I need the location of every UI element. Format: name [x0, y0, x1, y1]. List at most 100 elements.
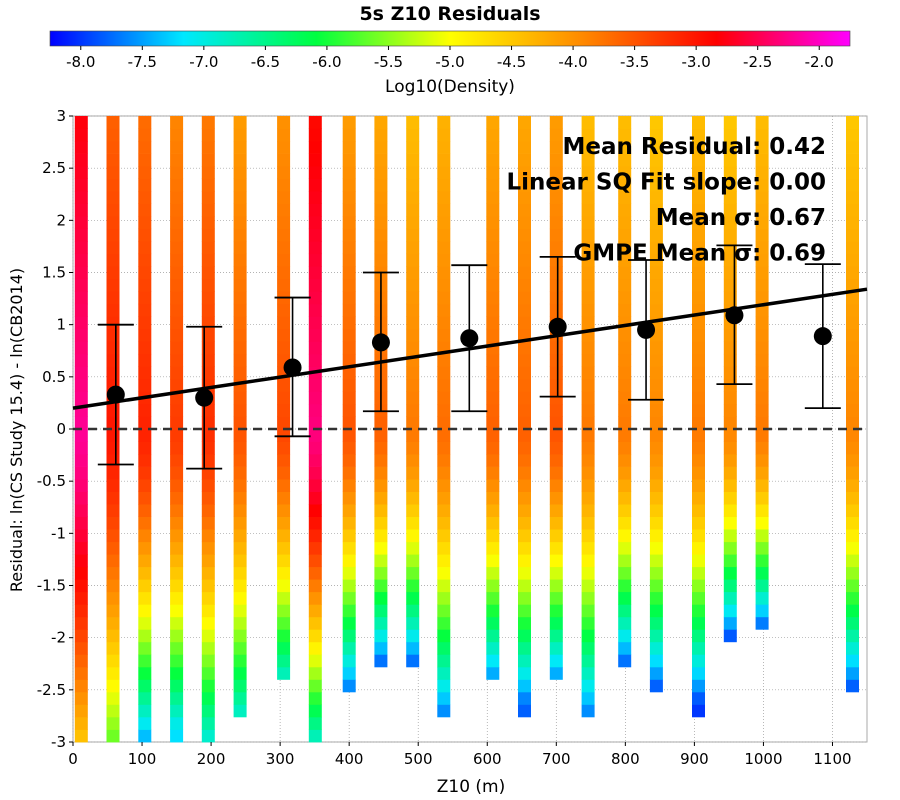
- density-cell: [406, 554, 420, 568]
- density-cell: [846, 178, 859, 192]
- chart-title: 5s Z10 Residuals: [359, 3, 540, 25]
- density-cell: [723, 579, 737, 593]
- density-cell: [138, 616, 152, 630]
- y-tick-label: -2: [51, 629, 66, 647]
- density-cell: [437, 266, 451, 280]
- x-tick-label: 200: [197, 750, 226, 768]
- density-cell: [649, 116, 663, 129]
- density-cell: [649, 391, 663, 405]
- density-cell: [581, 654, 595, 668]
- density-cell: [201, 178, 215, 192]
- density-cell: [277, 203, 291, 217]
- density-cell: [374, 529, 388, 543]
- density-cell: [518, 178, 531, 192]
- density-cell: [342, 666, 356, 680]
- density-cell: [755, 491, 769, 505]
- density-cell: [277, 391, 291, 405]
- density-cell: [486, 604, 500, 618]
- density-cell: [618, 353, 632, 367]
- density-cell: [374, 591, 388, 605]
- density-cell: [406, 479, 420, 492]
- density-cell: [74, 253, 88, 267]
- density-cell: [486, 191, 500, 204]
- density-cell: [581, 604, 595, 618]
- density-cell: [201, 228, 215, 242]
- density-cell: [308, 116, 322, 129]
- density-cell: [755, 328, 769, 342]
- density-cell: [406, 116, 420, 129]
- density-cell: [170, 141, 184, 154]
- density-cell: [170, 378, 184, 392]
- density-cell: [233, 516, 247, 530]
- density-cell: [846, 303, 859, 317]
- density-cell: [308, 166, 322, 179]
- stats-annotation: Mean Residual: 0.42: [563, 134, 826, 160]
- density-cell: [342, 316, 356, 330]
- density-cell: [277, 228, 291, 242]
- density-cell: [138, 228, 152, 242]
- density-cell: [277, 616, 291, 630]
- density-cell: [649, 366, 663, 380]
- density-cell: [846, 316, 859, 330]
- density-cell: [649, 341, 663, 355]
- density-cell: [138, 704, 152, 718]
- density-cell: [618, 203, 632, 217]
- density-cell: [170, 729, 184, 743]
- density-column: [138, 116, 152, 743]
- density-cell: [308, 266, 322, 280]
- density-cell: [233, 353, 247, 367]
- density-cell: [618, 266, 632, 280]
- density-cell: [201, 629, 215, 643]
- y-tick-label: 2.5: [42, 159, 66, 177]
- density-cell: [138, 454, 152, 467]
- density-cell: [374, 491, 388, 505]
- density-cell: [106, 504, 120, 517]
- density-cell: [106, 729, 120, 743]
- density-cell: [581, 591, 595, 605]
- density-cell: [342, 591, 356, 605]
- density-cell: [201, 153, 215, 167]
- bin-marker: [804, 263, 841, 410]
- density-cell: [233, 666, 247, 680]
- density-cell: [74, 504, 88, 517]
- density-cell: [581, 116, 595, 129]
- density-cell: [755, 128, 769, 142]
- density-cell: [581, 704, 595, 718]
- density-column: [581, 116, 595, 718]
- density-cell: [277, 416, 291, 430]
- density-cell: [518, 654, 531, 668]
- density-cell: [374, 466, 388, 480]
- density-cell: [437, 654, 451, 668]
- density-cell: [374, 516, 388, 530]
- density-cell: [201, 353, 215, 367]
- density-cell: [692, 454, 705, 467]
- density-cell: [74, 616, 88, 630]
- density-cell: [755, 116, 769, 129]
- density-cell: [308, 529, 322, 543]
- density-cell: [170, 366, 184, 380]
- density-cell: [308, 591, 322, 605]
- density-cell: [342, 378, 356, 392]
- density-cell: [649, 479, 663, 492]
- density-cell: [755, 253, 769, 267]
- density-cell: [486, 441, 500, 455]
- density-cell: [846, 516, 859, 530]
- density-cell: [486, 566, 500, 580]
- density-cell: [233, 441, 247, 455]
- density-cell: [581, 616, 595, 630]
- density-cell: [201, 341, 215, 355]
- density-cell: [549, 391, 563, 405]
- density-cell: [649, 203, 663, 217]
- density-cell: [233, 429, 247, 442]
- density-cell: [692, 178, 705, 192]
- density-cell: [692, 141, 705, 154]
- density-cell: [692, 366, 705, 380]
- density-cell: [755, 554, 769, 568]
- density-cell: [201, 141, 215, 154]
- density-cell: [755, 278, 769, 292]
- density-cell: [106, 341, 120, 355]
- density-cell: [233, 454, 247, 467]
- density-cell: [201, 729, 215, 743]
- x-tick-label: 700: [542, 750, 571, 768]
- density-cell: [755, 579, 769, 593]
